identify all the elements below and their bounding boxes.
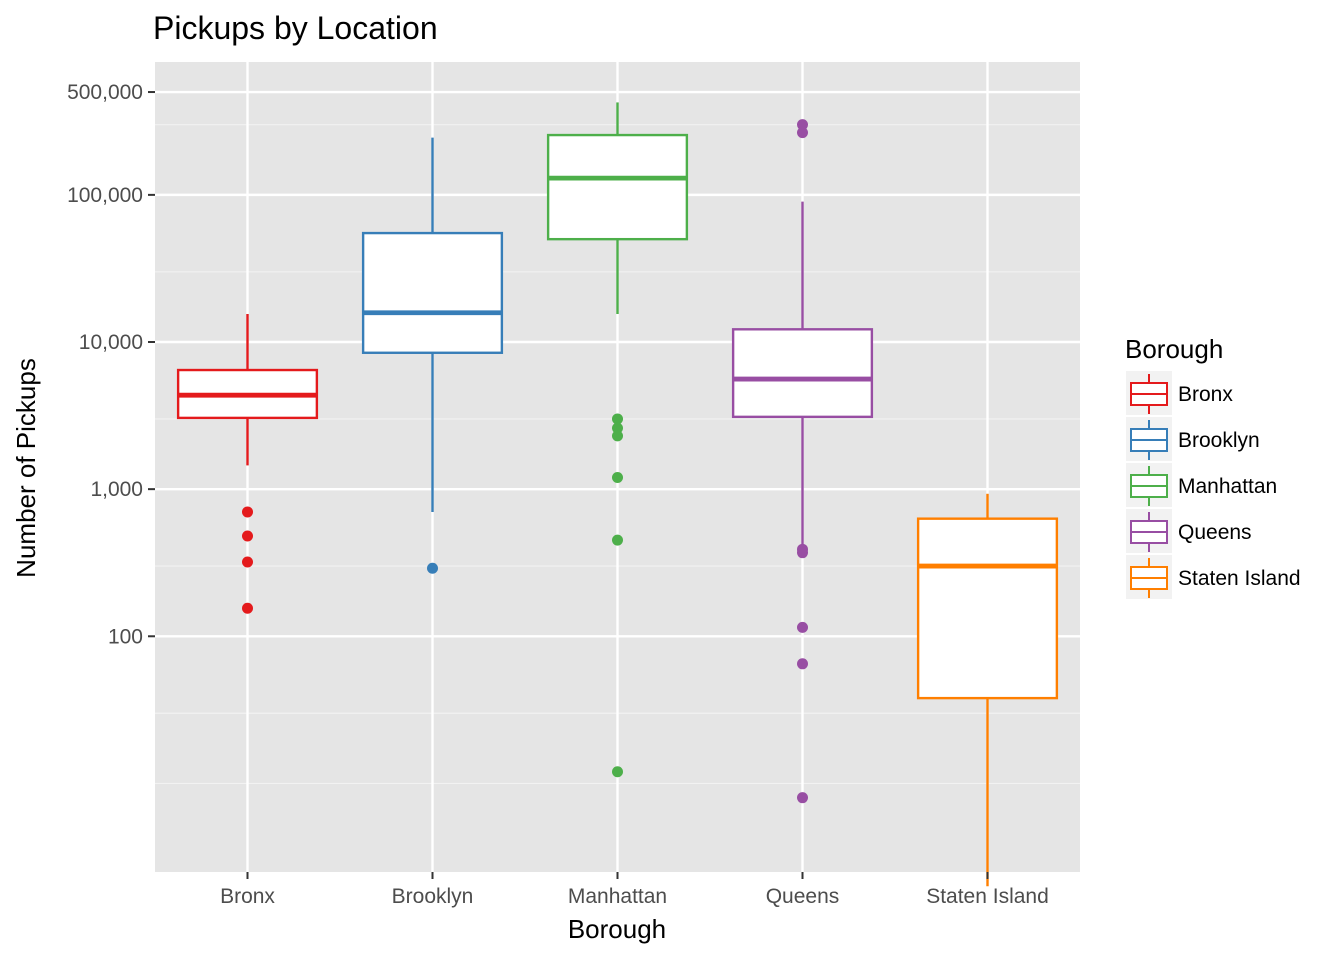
x-tick-label: Brooklyn	[392, 885, 474, 908]
y-tick-label: 100,000	[67, 184, 143, 207]
outlier-point	[612, 534, 623, 546]
outlier-point	[797, 658, 808, 670]
chart-title: Pickups by Location	[153, 10, 438, 46]
y-axis: 100 1,000 10,000 100,000 500,000	[67, 81, 155, 648]
outlier-point	[797, 792, 808, 804]
y-tick-label: 500,000	[67, 81, 143, 104]
x-tick-label: Bronx	[220, 885, 275, 908]
x-tick-label: Queens	[766, 885, 840, 908]
outlier-point	[797, 547, 808, 559]
outlier-point	[612, 430, 623, 442]
outlier-point	[242, 602, 253, 614]
legend-label: Staten Island	[1178, 567, 1301, 590]
legend-label: Bronx	[1178, 383, 1233, 406]
legend-label: Brooklyn	[1178, 429, 1260, 452]
outlier-point	[612, 766, 623, 778]
box-staten-island	[916, 493, 1059, 887]
box-queens	[731, 119, 874, 804]
box-manhattan	[546, 102, 689, 778]
outlier-point	[612, 422, 623, 434]
outlier-point	[242, 556, 253, 568]
y-tick-label: 10,000	[79, 331, 143, 354]
y-tick-label: 100	[108, 625, 143, 648]
outlier-point	[612, 471, 623, 483]
iqr-box	[361, 231, 504, 354]
legend-title: Borough	[1125, 334, 1223, 364]
x-tick-label: Manhattan	[568, 885, 667, 908]
outlier-point	[797, 127, 808, 139]
iqr-box	[916, 517, 1059, 700]
legend-label: Manhattan	[1178, 475, 1277, 498]
outlier-point	[242, 506, 253, 518]
legend-item-queens: Queens	[1126, 509, 1252, 553]
x-axis-title: Borough	[568, 914, 666, 944]
legend-item-manhattan: Manhattan	[1126, 463, 1277, 507]
y-axis-title: Number of Pickups	[11, 358, 41, 578]
y-tick-label: 1,000	[90, 478, 143, 501]
iqr-box	[546, 133, 689, 241]
outlier-point	[242, 530, 253, 542]
outlier-point	[427, 562, 438, 574]
x-axis: Bronx Brooklyn Manhattan Queens Staten Islan…	[220, 872, 1049, 908]
legend-item-bronx: Bronx	[1126, 371, 1233, 415]
legend: Borough Bronx Brooklyn Manhattan Queens Stat…	[1125, 334, 1301, 599]
iqr-box	[731, 328, 874, 419]
outlier-point	[797, 119, 808, 131]
x-tick-label: Staten Island	[926, 885, 1049, 908]
outlier-point	[797, 621, 808, 633]
boxes	[176, 102, 1059, 887]
legend-label: Queens	[1178, 521, 1252, 544]
legend-item-staten-island: Staten Island	[1126, 555, 1301, 599]
outlier-point	[612, 413, 623, 425]
legend-item-brooklyn: Brooklyn	[1126, 417, 1260, 461]
box-brooklyn	[361, 137, 504, 574]
box-bronx	[176, 314, 319, 614]
